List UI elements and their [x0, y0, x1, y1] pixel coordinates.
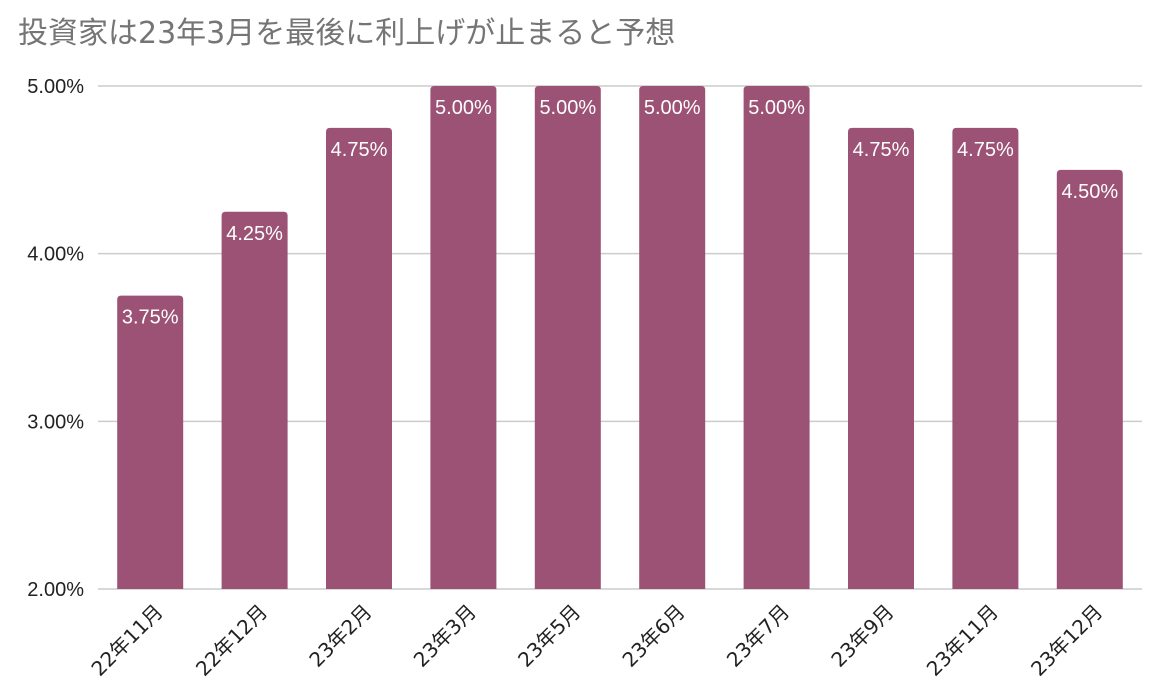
bar: [221, 211, 288, 589]
y-tick-label: 3.00%: [27, 411, 84, 433]
x-category-label: 22年12月: [191, 600, 272, 681]
x-axis-category-labels: 22年11月 22年12月 23年2月 23年3月 23年5月 23年6月 23年7月 23年…: [86, 600, 1107, 681]
bars: [117, 86, 1123, 590]
y-tick-label: 5.00%: [27, 76, 84, 98]
x-category-label: 23年12月: [1026, 600, 1107, 681]
bar: [117, 295, 184, 589]
data-label: 4.75%: [853, 139, 910, 161]
bar: [639, 86, 706, 589]
chart-title: 投資家は23年3月を最後に利上げが止まると予想: [18, 16, 676, 51]
x-category-label: 23年6月: [617, 600, 689, 672]
data-label: 5.00%: [539, 97, 596, 119]
x-category-label: 23年5月: [513, 600, 585, 672]
data-label: 4.75%: [957, 139, 1014, 161]
y-axis-tick-labels: 2.00% 3.00% 4.00% 5.00%: [27, 76, 84, 601]
x-category-label: 22年11月: [86, 600, 167, 681]
x-category-label: 23年3月: [409, 600, 481, 672]
bar: [952, 127, 1019, 590]
data-label: 5.00%: [748, 97, 805, 119]
data-label: 4.75%: [331, 139, 388, 161]
data-label: 5.00%: [435, 97, 492, 119]
y-tick-label: 4.00%: [27, 244, 84, 266]
bar: [534, 86, 601, 589]
data-label: 3.75%: [122, 307, 179, 329]
x-category-label: 23年2月: [304, 600, 376, 672]
data-label: 4.25%: [226, 223, 283, 245]
x-category-label: 23年11月: [922, 600, 1003, 681]
bar: [848, 127, 914, 590]
data-label: 4.50%: [1061, 181, 1118, 203]
data-label: 5.00%: [644, 97, 701, 119]
data-labels: 3.75% 4.25% 4.75% 5.00% 5.00% 5.00% 5.00% 4.75%…: [122, 97, 1119, 329]
y-tick-label: 2.00%: [27, 579, 84, 601]
x-category-label: 23年7月: [722, 600, 794, 672]
bar: [743, 86, 810, 589]
bar: [430, 86, 497, 589]
x-category-label: 23年9月: [826, 600, 898, 672]
bar: [326, 127, 392, 590]
bar: [1056, 169, 1123, 590]
